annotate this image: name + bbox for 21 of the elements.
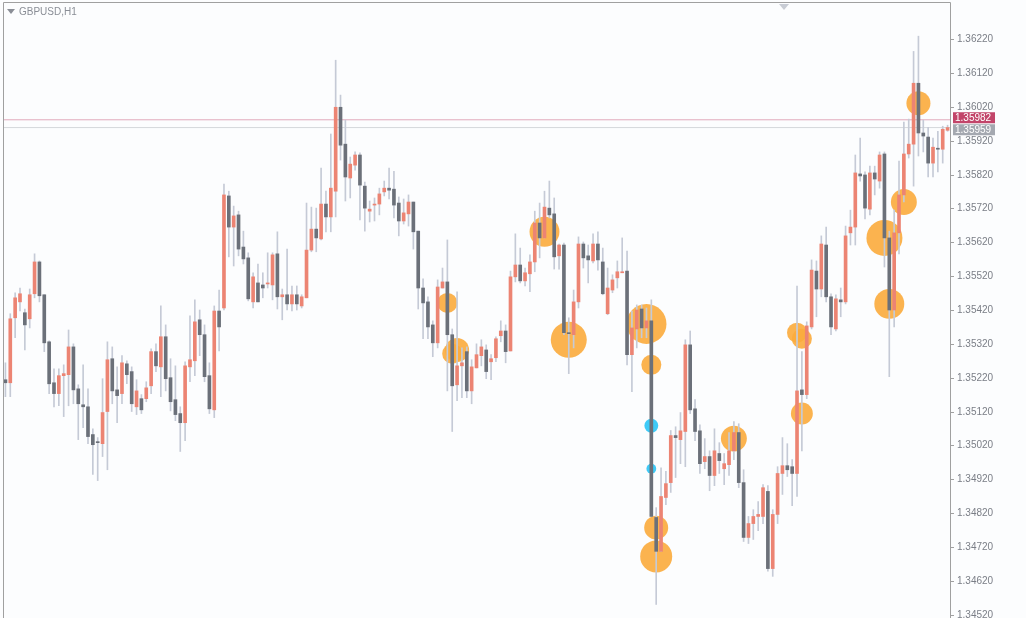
ref-line-label: 1.35982 bbox=[955, 111, 992, 123]
y-tick-label: 1.35620 bbox=[957, 236, 994, 248]
chart-title: GBPUSD,H1 bbox=[19, 6, 77, 17]
y-tick-label: 1.34920 bbox=[957, 473, 994, 485]
y-tick-label: 1.35320 bbox=[957, 338, 994, 350]
y-tick-label: 1.35220 bbox=[957, 372, 994, 384]
y-tick-label: 1.35120 bbox=[957, 406, 994, 418]
y-tick-label: 1.36120 bbox=[957, 67, 994, 79]
y-tick-label: 1.35420 bbox=[957, 304, 994, 316]
y-tick-label: 1.35720 bbox=[957, 202, 994, 214]
y-tick-label: 1.35920 bbox=[957, 135, 994, 147]
y-tick-label: 1.36220 bbox=[957, 33, 994, 45]
y-tick-label: 1.35820 bbox=[957, 169, 994, 181]
y-tick-label: 1.34820 bbox=[957, 507, 994, 519]
y-tick-label: 1.35520 bbox=[957, 270, 994, 282]
y-tick-label: 1.36020 bbox=[957, 101, 994, 113]
y-tick-label: 1.34720 bbox=[957, 541, 994, 553]
y-tick-label: 1.34620 bbox=[957, 575, 994, 587]
y-tick-label: 1.35020 bbox=[957, 439, 994, 451]
y-tick-label: 1.34520 bbox=[957, 609, 994, 618]
ref-line-label: 1.35959 bbox=[955, 123, 992, 135]
